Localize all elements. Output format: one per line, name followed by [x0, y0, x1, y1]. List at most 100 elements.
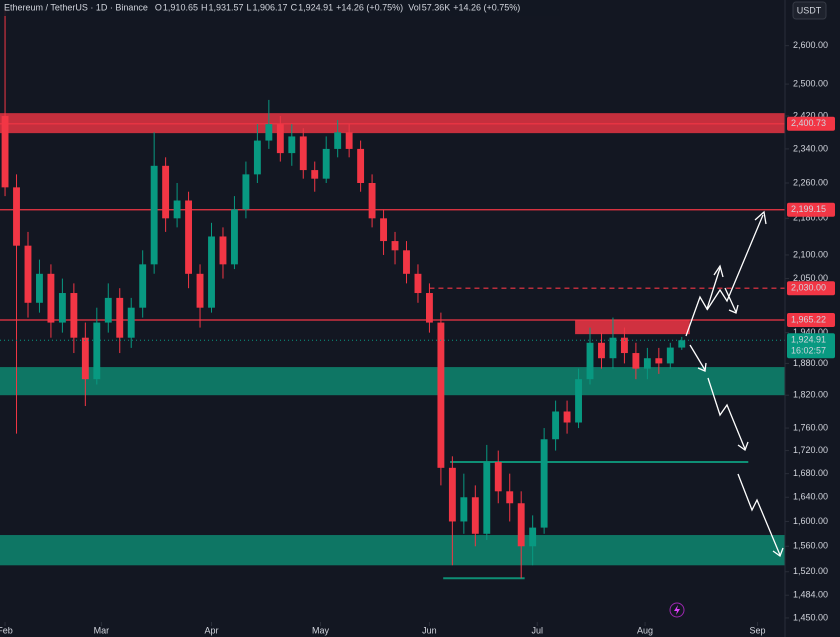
candle-body [575, 379, 582, 423]
candle-body [196, 273, 204, 308]
y-tick-label: 1,520.00 [793, 566, 828, 576]
candle-body [242, 174, 250, 210]
x-tick-label: Aug [637, 625, 653, 635]
candle-body [70, 293, 78, 338]
candle-body [150, 165, 158, 265]
candle-body [483, 462, 491, 534]
candle-body [552, 411, 560, 440]
last-price-bg [787, 333, 835, 359]
candle-body [36, 273, 43, 303]
candle-body [127, 307, 135, 338]
x-tick-label: Sep [749, 625, 765, 635]
y-tick-label: 1,760.00 [793, 422, 828, 432]
candle-body [253, 140, 261, 175]
currency[interactable]: USDT [797, 5, 822, 15]
y-tick-label: 1,820.00 [793, 390, 828, 400]
change: +14.26 (+0.75%) [336, 2, 403, 12]
arrow-head [737, 441, 749, 452]
arrow [724, 287, 737, 313]
arrow-head [772, 547, 784, 558]
ohlc-key: L [247, 2, 252, 12]
currency-button[interactable] [792, 1, 827, 20]
x-tick-label: Feb [0, 625, 13, 635]
candle-body [586, 342, 594, 380]
candle-body [517, 503, 525, 547]
x-tick-label: Jun [422, 625, 437, 635]
ohlc-key: H [201, 2, 208, 12]
ohlc-value: 1,924.91 [298, 2, 333, 12]
arrow-head [697, 362, 707, 372]
candle-body [666, 347, 674, 364]
candle-body [116, 297, 124, 338]
plot-area: Feb Mar Apr May Jun Jul Aug Sep [0, 8, 785, 635]
candle-body [368, 183, 376, 219]
y-tick-label: 1,680.00 [793, 468, 828, 478]
candle-body [471, 497, 479, 534]
candle-body [643, 358, 651, 369]
arrow [707, 377, 746, 450]
level-label: 2,199.15 [791, 204, 826, 214]
candle-body [414, 273, 422, 294]
candle-body [139, 264, 147, 308]
candle-body [81, 337, 89, 380]
candle-body [58, 293, 66, 323]
level-label-bg [787, 202, 835, 217]
x-tick-label: May [312, 625, 330, 635]
countdown: 16:02:57 [791, 346, 826, 356]
candle-body [13, 187, 20, 246]
candle-body [678, 340, 686, 348]
zone [0, 535, 785, 566]
candle-body [540, 439, 548, 528]
y-tick-label: 2,600.00 [793, 40, 828, 50]
zone [0, 367, 785, 396]
y-tick-label: 2,050.00 [793, 273, 828, 283]
ohlc-key: O [155, 2, 162, 12]
candle-body [208, 236, 215, 308]
candle-body [173, 200, 181, 219]
arrow-head [754, 210, 767, 225]
y-tick-label: 1,880.00 [793, 358, 828, 368]
y-tick-label: 1,560.00 [793, 541, 828, 551]
y-tick-label: 1,450.00 [793, 612, 828, 622]
x-tick-label: Mar [94, 625, 110, 635]
candle-body [311, 170, 319, 179]
zone [0, 113, 785, 134]
y-tick-label: 2,340.00 [793, 143, 828, 153]
candle-body [288, 136, 296, 154]
candle-body [620, 337, 628, 354]
arrow [689, 344, 706, 371]
arrow [685, 267, 721, 337]
y-tick-label: 2,500.00 [793, 78, 828, 88]
candle-body [563, 411, 571, 423]
ohlc-value: 1,906.17 [253, 2, 288, 12]
y-tick-label: 1,484.00 [793, 590, 828, 600]
candle-body [380, 218, 387, 242]
y-tick-label: 2,180.00 [793, 213, 828, 223]
candle-body [655, 358, 663, 364]
candle-body [357, 148, 365, 184]
candle-body [1, 115, 9, 188]
y-tick-label: 2,420.00 [793, 110, 828, 120]
candle-body [162, 165, 170, 219]
candle-body [425, 293, 433, 323]
candle-body [334, 132, 342, 149]
event-icon[interactable] [669, 602, 685, 618]
candle-body [494, 462, 502, 492]
last-price-label: 1,924.91 [791, 335, 826, 345]
candle-body [322, 148, 330, 179]
header: Ethereum / TetherUS · 1D · Binance O 1,910… [4, 2, 520, 12]
candle-body [219, 236, 227, 265]
candle-body [437, 322, 445, 468]
volume-change: +14.26 (+0.75%) [453, 2, 520, 12]
arrow-head [728, 304, 739, 314]
y-tick-label: 2,100.00 [793, 249, 828, 259]
candle-body [276, 124, 284, 154]
y-tick-label: 1,600.00 [793, 516, 828, 526]
candle-body [598, 342, 605, 359]
level-label-bg [787, 116, 835, 131]
candle-body [93, 322, 101, 380]
y-tick-label: 1,720.00 [793, 445, 828, 455]
y-tick-label: 1,940.00 [793, 327, 828, 337]
